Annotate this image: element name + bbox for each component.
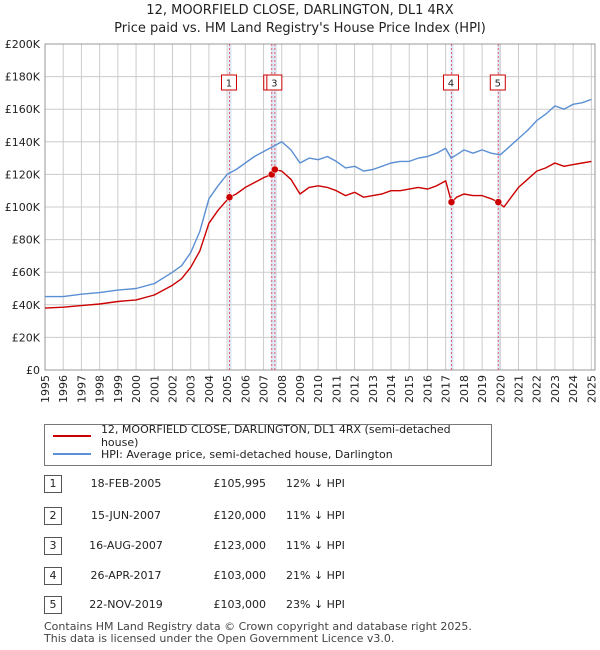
y-tick-label: £0 bbox=[26, 364, 40, 377]
legend-item-price: 12, MOORFIELD CLOSE, DARLINGTON, DL1 4RX… bbox=[53, 423, 491, 449]
sale-number-badge: 3 bbox=[44, 537, 62, 555]
y-tick-label: £40K bbox=[12, 299, 41, 312]
sale-price: £103,000 bbox=[213, 598, 267, 611]
sale-date: 16-AUG-2007 bbox=[89, 539, 163, 552]
x-tick-label: 2020 bbox=[494, 375, 507, 403]
sale-label-box bbox=[489, 74, 506, 91]
x-tick-label: 2014 bbox=[385, 375, 398, 403]
x-tick-label: 2022 bbox=[531, 375, 544, 403]
y-tick-label: £140K bbox=[5, 136, 41, 149]
sale-point bbox=[271, 165, 279, 174]
table-row: 5 22-NOV-2019 £103,000 23% ↓ HPI bbox=[44, 596, 564, 614]
sale-hpi-diff: 12% ↓ HPI bbox=[286, 477, 345, 490]
x-tick-label: 2018 bbox=[458, 375, 471, 403]
x-tick-label: 2009 bbox=[294, 375, 307, 403]
x-tick-label: 1997 bbox=[75, 375, 88, 403]
sale-point bbox=[494, 198, 503, 206]
sale-hpi-diff: 23% ↓ HPI bbox=[286, 598, 345, 611]
x-tick-label: 1998 bbox=[94, 375, 107, 403]
x-tick-label: 2016 bbox=[421, 375, 434, 403]
x-tick-label: 2024 bbox=[567, 375, 580, 403]
chart-title-line1: 12, MOORFIELD CLOSE, DARLINGTON, DL1 4RX bbox=[146, 3, 454, 18]
sale-number-badge: 1 bbox=[44, 475, 62, 493]
sale-number-badge: 2 bbox=[44, 507, 62, 525]
plot-border bbox=[44, 43, 596, 371]
hpi-line bbox=[45, 98, 592, 298]
x-tick-label: 2000 bbox=[130, 375, 143, 403]
y-tick-label: £80K bbox=[12, 234, 41, 247]
legend-item-hpi: HPI: Average price, semi-detached house,… bbox=[53, 446, 393, 462]
sale-date: 15-JUN-2007 bbox=[90, 509, 162, 522]
x-tick-label: 2001 bbox=[148, 375, 161, 403]
x-tick-label: 2021 bbox=[513, 375, 526, 403]
x-tick-label: 2015 bbox=[403, 375, 416, 403]
table-row: 3 16-AUG-2007 £123,000 11% ↓ HPI bbox=[44, 537, 564, 555]
legend-swatch-hpi bbox=[53, 453, 91, 455]
sale-number-badge: 5 bbox=[44, 596, 62, 614]
x-tick-label: 2019 bbox=[476, 375, 489, 403]
sale-hpi-diff: 21% ↓ HPI bbox=[286, 569, 345, 582]
x-tick-label: 2013 bbox=[367, 375, 380, 403]
x-tick-label: 2007 bbox=[258, 375, 271, 403]
sale-hpi-diff: 11% ↓ HPI bbox=[286, 509, 345, 522]
sale-label-number: 5 bbox=[495, 79, 501, 90]
price-paid-line bbox=[44, 160, 592, 309]
sale-price: £105,995 bbox=[213, 477, 267, 490]
x-tick-label: 2010 bbox=[312, 375, 325, 403]
y-tick-label: £100K bbox=[5, 201, 41, 214]
legend-label-price: 12, MOORFIELD CLOSE, DARLINGTON, DL1 4RX… bbox=[100, 423, 451, 449]
chart-title-line2: Price paid vs. HM Land Registry's House … bbox=[114, 21, 486, 36]
sale-label-number: 4 bbox=[448, 79, 454, 90]
table-row: 4 26-APR-2017 £103,000 21% ↓ HPI bbox=[44, 567, 564, 585]
sale-point bbox=[447, 198, 456, 206]
footer-licence: This data is licensed under the Open Gov… bbox=[44, 632, 395, 645]
table-row: 2 15-JUN-2007 £120,000 11% ↓ HPI bbox=[44, 507, 564, 525]
chart-legend: 12, MOORFIELD CLOSE, DARLINGTON, DL1 4RX… bbox=[44, 423, 492, 466]
sale-date: 18-FEB-2005 bbox=[90, 477, 162, 490]
x-tick-label: 2025 bbox=[585, 375, 598, 403]
legend-swatch-price bbox=[53, 435, 91, 437]
x-tick-label: 2004 bbox=[203, 375, 216, 403]
x-tick-label: 2003 bbox=[185, 375, 198, 403]
price-chart: £0 £20K £40K £60K £80K £100K £120K £140K £160K £1… bbox=[5, 38, 599, 403]
sale-price: £123,000 bbox=[213, 539, 267, 552]
x-tick-label: 1999 bbox=[112, 375, 125, 403]
y-tick-label: £60K bbox=[12, 266, 41, 279]
y-tick-label: £200K bbox=[5, 38, 41, 51]
x-tick-label: 2005 bbox=[221, 375, 234, 403]
x-tick-label: 2012 bbox=[349, 375, 362, 403]
legend-label-hpi: HPI: Average price, semi-detached house,… bbox=[101, 447, 393, 461]
sale-label-box bbox=[220, 74, 237, 91]
sale-point bbox=[225, 193, 234, 201]
sale-date: 22-NOV-2019 bbox=[89, 598, 163, 611]
footer-copyright: Contains HM Land Registry data © Crown c… bbox=[44, 620, 472, 633]
x-tick-label: 1996 bbox=[57, 375, 70, 403]
sale-number-badge: 4 bbox=[44, 567, 62, 585]
y-tick-label: £180K bbox=[5, 71, 41, 84]
x-tick-label: 2017 bbox=[440, 375, 453, 403]
sale-label-number: 1 bbox=[226, 79, 232, 90]
sale-label-box bbox=[442, 74, 459, 91]
x-tick-label: 2006 bbox=[239, 375, 252, 403]
table-row: 1 18-FEB-2005 £105,995 12% ↓ HPI bbox=[44, 475, 564, 493]
sale-label-box bbox=[266, 74, 283, 91]
sale-hpi-diff: 11% ↓ HPI bbox=[286, 539, 345, 552]
sale-price: £103,000 bbox=[213, 569, 267, 582]
x-tick-label: 2002 bbox=[166, 375, 179, 403]
y-tick-label: £120K bbox=[5, 168, 41, 181]
y-tick-label: £20K bbox=[12, 331, 41, 344]
x-tick-label: 2011 bbox=[330, 375, 343, 403]
y-tick-label: £160K bbox=[5, 103, 41, 116]
sale-date: 26-APR-2017 bbox=[90, 569, 162, 582]
sale-label-number: 3 bbox=[271, 79, 277, 90]
x-tick-label: 2023 bbox=[549, 375, 562, 403]
x-tick-label: 2008 bbox=[276, 375, 289, 403]
sale-price: £120,000 bbox=[213, 509, 267, 522]
x-tick-label: 1995 bbox=[39, 375, 52, 403]
